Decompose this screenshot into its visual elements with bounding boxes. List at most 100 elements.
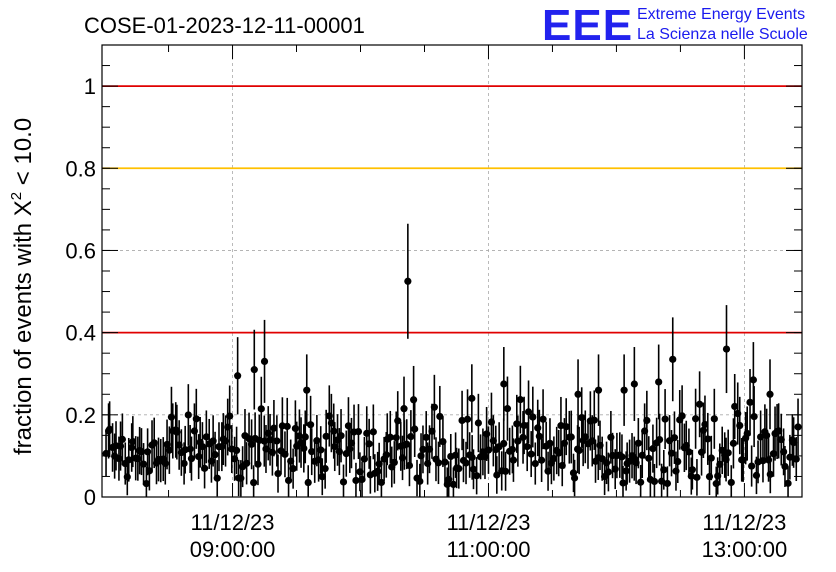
data-point xyxy=(727,478,735,487)
data-point xyxy=(794,423,802,431)
data-point xyxy=(574,390,582,398)
data-point xyxy=(611,465,619,473)
data-point xyxy=(539,415,547,423)
data-point xyxy=(707,454,715,462)
data-point xyxy=(303,386,311,394)
data-point xyxy=(619,479,627,487)
data-point xyxy=(304,478,312,487)
data-point xyxy=(436,412,444,421)
data-point xyxy=(386,433,394,441)
eee-logo-line2: La Scienza nelle Scuole xyxy=(637,26,808,43)
data-point xyxy=(232,446,241,455)
y-tick-label: 0.2 xyxy=(65,403,96,428)
data-point xyxy=(670,434,679,442)
data-point xyxy=(620,386,628,394)
data-point xyxy=(330,427,338,435)
data-point xyxy=(618,453,626,461)
data-point xyxy=(250,366,258,374)
data-point xyxy=(352,476,360,485)
data-point xyxy=(202,433,210,441)
data-point xyxy=(184,411,192,419)
data-point xyxy=(410,396,418,404)
data-point xyxy=(757,433,765,441)
data-point xyxy=(268,448,276,456)
x-tick-date-label: 11/12/23 xyxy=(446,510,530,535)
data-point xyxy=(513,420,521,428)
data-point xyxy=(187,455,196,463)
data-point xyxy=(270,424,278,432)
data-point xyxy=(318,473,326,481)
data-point xyxy=(748,462,756,470)
data-point xyxy=(792,455,800,463)
chart-title: COSE-01-2023-12-11-00001 xyxy=(84,13,365,38)
data-point xyxy=(382,451,390,459)
data-point xyxy=(643,416,651,425)
data-point xyxy=(743,429,751,438)
data-point xyxy=(186,445,194,453)
data-point xyxy=(273,437,281,445)
data-point xyxy=(500,380,508,388)
y-axis-label-tail: < 10.0 xyxy=(10,118,37,192)
data-point xyxy=(685,448,693,456)
data-point xyxy=(374,467,382,475)
data-point xyxy=(419,445,427,454)
data-point xyxy=(392,434,400,442)
data-point xyxy=(400,405,408,413)
data-point xyxy=(766,390,774,398)
data-point xyxy=(724,449,732,457)
tick-labels: 00.20.40.60.8111/12/2309:00:0011/12/2311… xyxy=(65,74,787,562)
data-point xyxy=(211,451,219,459)
data-point xyxy=(655,436,664,444)
data-point xyxy=(604,468,613,476)
data-point xyxy=(321,464,329,473)
data-point xyxy=(669,355,677,363)
data-point xyxy=(546,439,554,447)
data-point xyxy=(508,445,516,454)
data-point xyxy=(331,442,339,451)
data-point xyxy=(195,452,203,461)
data-point xyxy=(493,471,501,479)
data-point xyxy=(696,400,704,408)
data-point xyxy=(544,467,552,475)
data-point xyxy=(308,448,316,456)
data-point xyxy=(207,457,216,465)
data-point xyxy=(501,467,510,475)
x-tick-date-label: 11/12/23 xyxy=(191,510,275,535)
data-point xyxy=(365,440,373,448)
data-point xyxy=(289,465,297,473)
data-point xyxy=(257,405,265,413)
y-tick-label: 0.6 xyxy=(65,238,96,263)
data-point xyxy=(274,470,282,478)
data-point xyxy=(692,415,700,423)
data-point xyxy=(462,459,470,467)
data-point xyxy=(567,433,575,441)
data-point xyxy=(142,479,150,488)
data-point xyxy=(167,413,176,421)
data-point xyxy=(463,415,472,423)
data-point xyxy=(630,380,638,388)
data-point xyxy=(430,403,438,411)
y-tick-label: 0.4 xyxy=(65,321,96,346)
x-tick-time-label: 13:00:00 xyxy=(702,537,788,562)
data-point xyxy=(752,471,761,479)
eee-logo: EEE Extreme Energy Events La Scienza nel… xyxy=(542,1,808,50)
data-point xyxy=(581,433,589,441)
data-point xyxy=(458,416,466,425)
data-point xyxy=(180,459,188,468)
data-point xyxy=(468,453,476,461)
data-point xyxy=(531,459,539,468)
data-point xyxy=(527,450,535,458)
data-point xyxy=(474,419,482,427)
x-tick-time-label: 11:00:00 xyxy=(446,537,530,562)
data-point xyxy=(118,435,126,443)
data-point xyxy=(710,415,718,423)
y-axis-label: fraction of events with X2 < 10.0 xyxy=(8,118,37,455)
data-point xyxy=(125,456,133,464)
data-point xyxy=(781,462,789,471)
y-tick-label: 1 xyxy=(84,74,96,99)
data-point xyxy=(469,465,478,473)
axis-ticks xyxy=(102,45,802,498)
data-point xyxy=(254,460,262,468)
data-point xyxy=(701,420,709,429)
data-point xyxy=(394,417,402,425)
